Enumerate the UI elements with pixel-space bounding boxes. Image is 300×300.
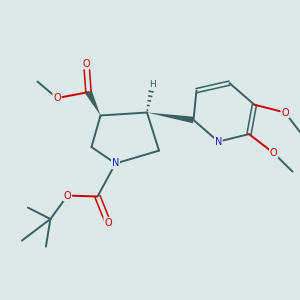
Text: N: N bbox=[112, 158, 119, 169]
Polygon shape bbox=[85, 91, 100, 116]
Text: O: O bbox=[64, 190, 71, 201]
Text: N: N bbox=[215, 136, 222, 147]
Text: O: O bbox=[53, 93, 61, 103]
Text: O: O bbox=[270, 148, 278, 158]
Text: O: O bbox=[281, 107, 289, 118]
Text: O: O bbox=[104, 218, 112, 228]
Text: O: O bbox=[82, 58, 90, 69]
Polygon shape bbox=[147, 112, 194, 123]
Text: H: H bbox=[149, 80, 156, 89]
